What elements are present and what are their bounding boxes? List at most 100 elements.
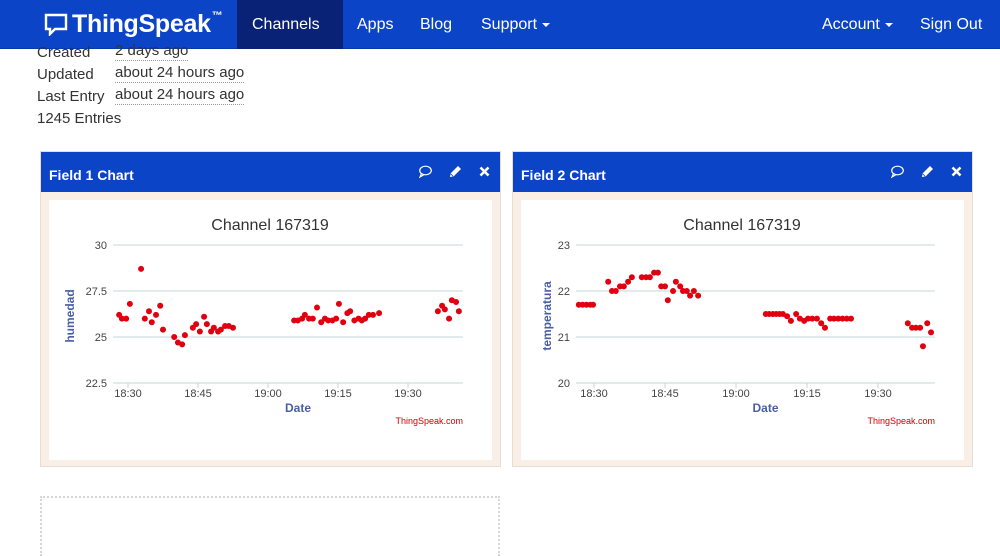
data-point[interactable] — [141, 315, 148, 322]
data-point[interactable] — [335, 300, 342, 307]
data-point[interactable] — [787, 317, 794, 324]
data-point[interactable] — [340, 319, 347, 326]
data-point[interactable] — [919, 343, 926, 350]
brand-logo[interactable]: ThingSpeak ™ — [44, 8, 223, 40]
comment-icon[interactable] — [417, 163, 433, 179]
data-point[interactable] — [181, 332, 188, 339]
data-point[interactable] — [138, 265, 145, 272]
data-point[interactable] — [318, 319, 325, 326]
data-point[interactable] — [917, 324, 924, 331]
data-point[interactable] — [203, 321, 210, 328]
nav-support[interactable]: Support — [466, 0, 565, 49]
comment-icon[interactable] — [889, 163, 905, 179]
data-point[interactable] — [612, 288, 619, 294]
data-point[interactable] — [664, 297, 671, 304]
data-point[interactable] — [835, 315, 842, 322]
data-point[interactable] — [309, 315, 316, 322]
data-point[interactable] — [928, 329, 935, 336]
data-point[interactable] — [171, 334, 178, 340]
data-point[interactable] — [157, 302, 164, 309]
data-point[interactable] — [441, 306, 448, 313]
x-tick-label: 18:45 — [651, 388, 679, 400]
data-point[interactable] — [148, 319, 155, 326]
data-point[interactable] — [146, 308, 152, 315]
chart-credit-link[interactable]: ThingSpeak.com — [867, 416, 935, 426]
data-point[interactable] — [446, 315, 453, 322]
data-point[interactable] — [670, 288, 677, 294]
data-point[interactable] — [193, 321, 200, 328]
data-point[interactable] — [210, 324, 217, 331]
panel-title: Field 2 Chart — [521, 167, 606, 183]
pencil-icon[interactable] — [919, 163, 935, 179]
data-point[interactable] — [625, 278, 632, 285]
data-point[interactable] — [333, 315, 340, 322]
data-point[interactable] — [638, 274, 645, 281]
data-point[interactable] — [160, 326, 166, 333]
data-point[interactable] — [179, 341, 186, 348]
data-point[interactable] — [654, 269, 661, 276]
data-point[interactable] — [376, 310, 383, 317]
close-icon[interactable] — [476, 163, 492, 179]
field-2-scatter-chart[interactable]: Channel 167319 23 22 21 20 18:30 18:45 19:00 19:… — [521, 200, 964, 460]
data-point[interactable] — [839, 315, 846, 322]
data-point[interactable] — [628, 274, 635, 281]
nav-sign-out[interactable]: Sign Out — [905, 0, 997, 49]
data-point[interactable] — [347, 308, 354, 315]
data-point[interactable] — [687, 292, 694, 299]
data-point[interactable] — [362, 315, 369, 322]
pencil-icon[interactable] — [447, 163, 463, 179]
data-point[interactable] — [677, 283, 684, 290]
close-icon[interactable] — [948, 163, 964, 179]
nav-apps-label: Apps — [357, 16, 394, 33]
data-point[interactable] — [813, 315, 820, 322]
data-point[interactable] — [434, 308, 441, 315]
chart-credit-link[interactable]: ThingSpeak.com — [395, 416, 463, 426]
field-1-scatter-chart[interactable]: Channel 167319 30 27.5 25 22.5 18:30 18:45 19:0… — [49, 200, 492, 460]
data-point[interactable] — [314, 304, 320, 311]
data-point[interactable] — [153, 311, 159, 318]
data-point[interactable] — [924, 320, 931, 327]
data-point[interactable] — [118, 315, 125, 322]
data-point[interactable] — [230, 324, 236, 331]
x-tick-label: 18:45 — [184, 388, 212, 400]
data-point[interactable] — [455, 308, 462, 315]
x-tick-label: 19:30 — [394, 388, 422, 400]
nav-apps[interactable]: Apps — [342, 0, 408, 49]
data-point[interactable] — [695, 292, 702, 299]
data-point[interactable] — [904, 320, 911, 327]
data-point[interactable] — [365, 311, 372, 318]
x-tick-label: 18:30 — [114, 388, 142, 400]
data-point[interactable] — [453, 299, 460, 306]
data-point[interactable] — [217, 326, 224, 333]
data-point[interactable] — [809, 315, 816, 322]
data-point[interactable] — [804, 315, 811, 322]
data-point[interactable] — [821, 324, 828, 331]
data-point[interactable] — [201, 313, 208, 320]
data-point[interactable] — [370, 311, 376, 318]
data-point[interactable] — [690, 288, 697, 294]
data-point[interactable] — [830, 315, 837, 322]
data-point[interactable] — [590, 301, 597, 308]
data-point[interactable] — [793, 311, 800, 317]
data-point[interactable] — [126, 300, 133, 307]
data-point[interactable] — [605, 278, 612, 285]
nav-blog[interactable]: Blog — [405, 0, 467, 49]
data-point[interactable] — [123, 315, 130, 322]
data-point[interactable] — [325, 317, 332, 324]
data-point[interactable] — [848, 315, 855, 322]
data-point[interactable] — [662, 283, 668, 290]
nav-channels[interactable]: Channels — [237, 0, 343, 76]
data-point[interactable] — [843, 315, 850, 322]
data-point[interactable] — [646, 274, 653, 281]
data-point[interactable] — [784, 313, 791, 320]
data-point[interactable] — [301, 311, 308, 318]
x-axis-title: Date — [752, 401, 778, 415]
nav-sign-out-label: Sign Out — [920, 16, 983, 33]
data-point[interactable] — [196, 328, 203, 335]
data-point[interactable] — [818, 320, 825, 327]
data-point[interactable] — [683, 288, 690, 294]
data-point[interactable] — [912, 324, 919, 331]
data-point[interactable] — [672, 278, 679, 285]
nav-account[interactable]: Account — [807, 0, 908, 49]
data-point[interactable] — [620, 283, 627, 290]
